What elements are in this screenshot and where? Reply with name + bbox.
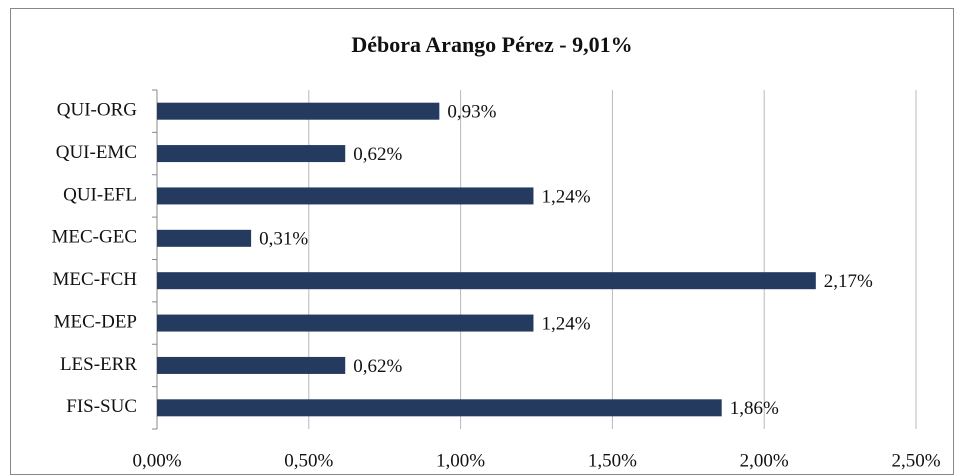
bar: [157, 272, 816, 290]
bar: [157, 399, 722, 417]
value-label: 0,31%: [259, 229, 308, 250]
bar: [157, 187, 534, 205]
y-tick-label: QUI-ORG: [57, 100, 137, 121]
y-tick-label: FIS-SUC: [66, 396, 137, 417]
bar: [157, 229, 252, 247]
bar: [157, 145, 346, 163]
value-label: 1,86%: [730, 398, 779, 419]
x-tick-label: 2,50%: [891, 450, 940, 471]
x-tick-label: 1,50%: [588, 450, 637, 471]
x-tick-label: 0,50%: [284, 450, 333, 471]
y-tick-label: MEC-GEC: [52, 227, 138, 248]
y-tick-label: LES-ERR: [60, 354, 137, 375]
value-label: 1,24%: [541, 313, 590, 334]
x-tick-label: 1,00%: [436, 450, 485, 471]
y-tick-label: MEC-FCH: [53, 269, 138, 290]
value-label: 1,24%: [541, 186, 590, 207]
bar: [157, 314, 534, 332]
value-label: 0,62%: [353, 144, 402, 165]
y-tick-label: QUI-EFL: [63, 184, 137, 205]
value-label: 0,62%: [353, 356, 402, 377]
value-label: 0,93%: [447, 102, 496, 123]
chart-title: Débora Arango Pérez - 9,01%: [351, 32, 632, 57]
bar: [157, 102, 440, 120]
x-tick-label: 0,00%: [132, 450, 181, 471]
value-label: 2,17%: [824, 271, 873, 292]
bar: [157, 356, 346, 374]
y-tick-label: MEC-DEP: [54, 311, 137, 332]
x-tick-label: 2,00%: [740, 450, 789, 471]
y-tick-label: QUI-EMC: [56, 142, 137, 163]
